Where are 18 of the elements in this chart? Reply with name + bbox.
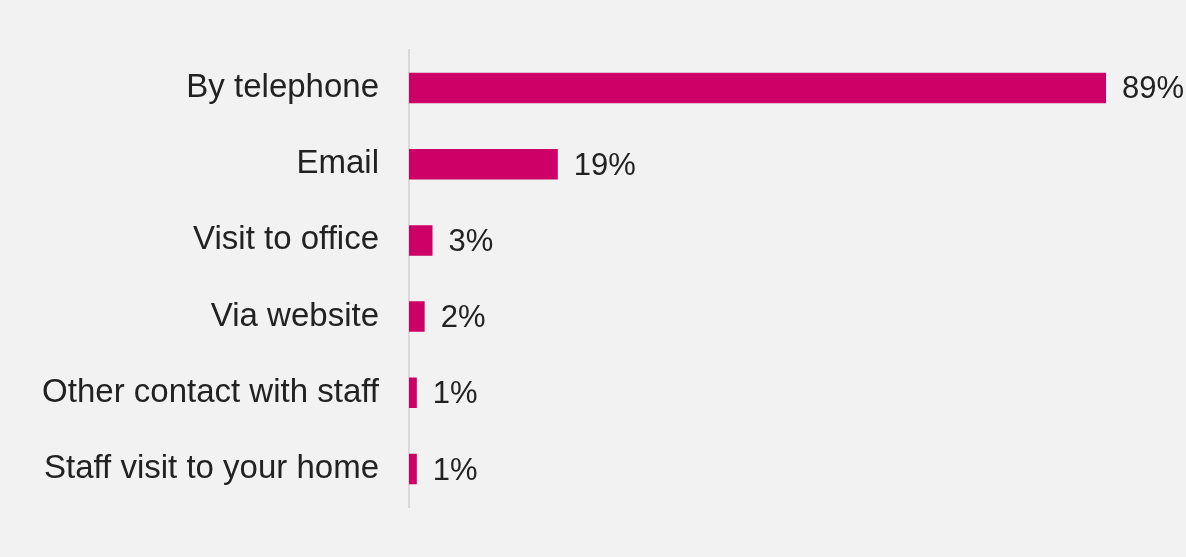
data-label: 1% bbox=[432, 375, 478, 411]
data-label: 1% bbox=[432, 451, 478, 487]
data-label: 89% bbox=[1122, 70, 1185, 106]
bar bbox=[409, 225, 433, 256]
bar bbox=[409, 453, 417, 485]
bar bbox=[409, 72, 1106, 104]
data-label: 19% bbox=[573, 146, 636, 182]
data-label: 3% bbox=[448, 222, 494, 258]
bar bbox=[409, 148, 558, 180]
bar bbox=[409, 377, 417, 409]
y-tick-label: Other contact with staff bbox=[42, 371, 380, 409]
y-tick-label: Staff visit to your home bbox=[43, 448, 379, 486]
y-tick-label: Email bbox=[296, 143, 379, 181]
bar bbox=[409, 301, 425, 332]
data-label: 2% bbox=[440, 299, 486, 335]
y-tick-label: Visit to office bbox=[193, 219, 379, 257]
y-tick-label: By telephone bbox=[186, 67, 379, 105]
y-tick-label: Via website bbox=[210, 295, 379, 333]
